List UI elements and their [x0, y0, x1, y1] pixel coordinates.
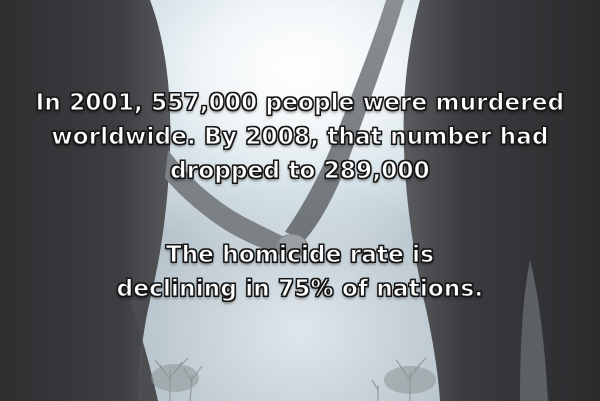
caption-line: The homicide rate is [165, 242, 435, 269]
arm-right [285, 0, 404, 240]
caption-line: worldwide. By 2008, that number had [51, 124, 549, 151]
sub-caption: The homicide rate is declining in 75% of… [0, 238, 600, 306]
left-person-silhouette [0, 0, 171, 401]
arm-left [165, 150, 295, 258]
caption-line: In 2001, 557,000 people were murdered [35, 90, 565, 117]
caption-line: dropped to 289,000 [170, 158, 431, 185]
right-person-silhouette [403, 0, 600, 401]
caption-line: declining in 75% of nations. [116, 276, 484, 303]
main-caption: In 2001, 557,000 people were murdered wo… [0, 86, 600, 188]
